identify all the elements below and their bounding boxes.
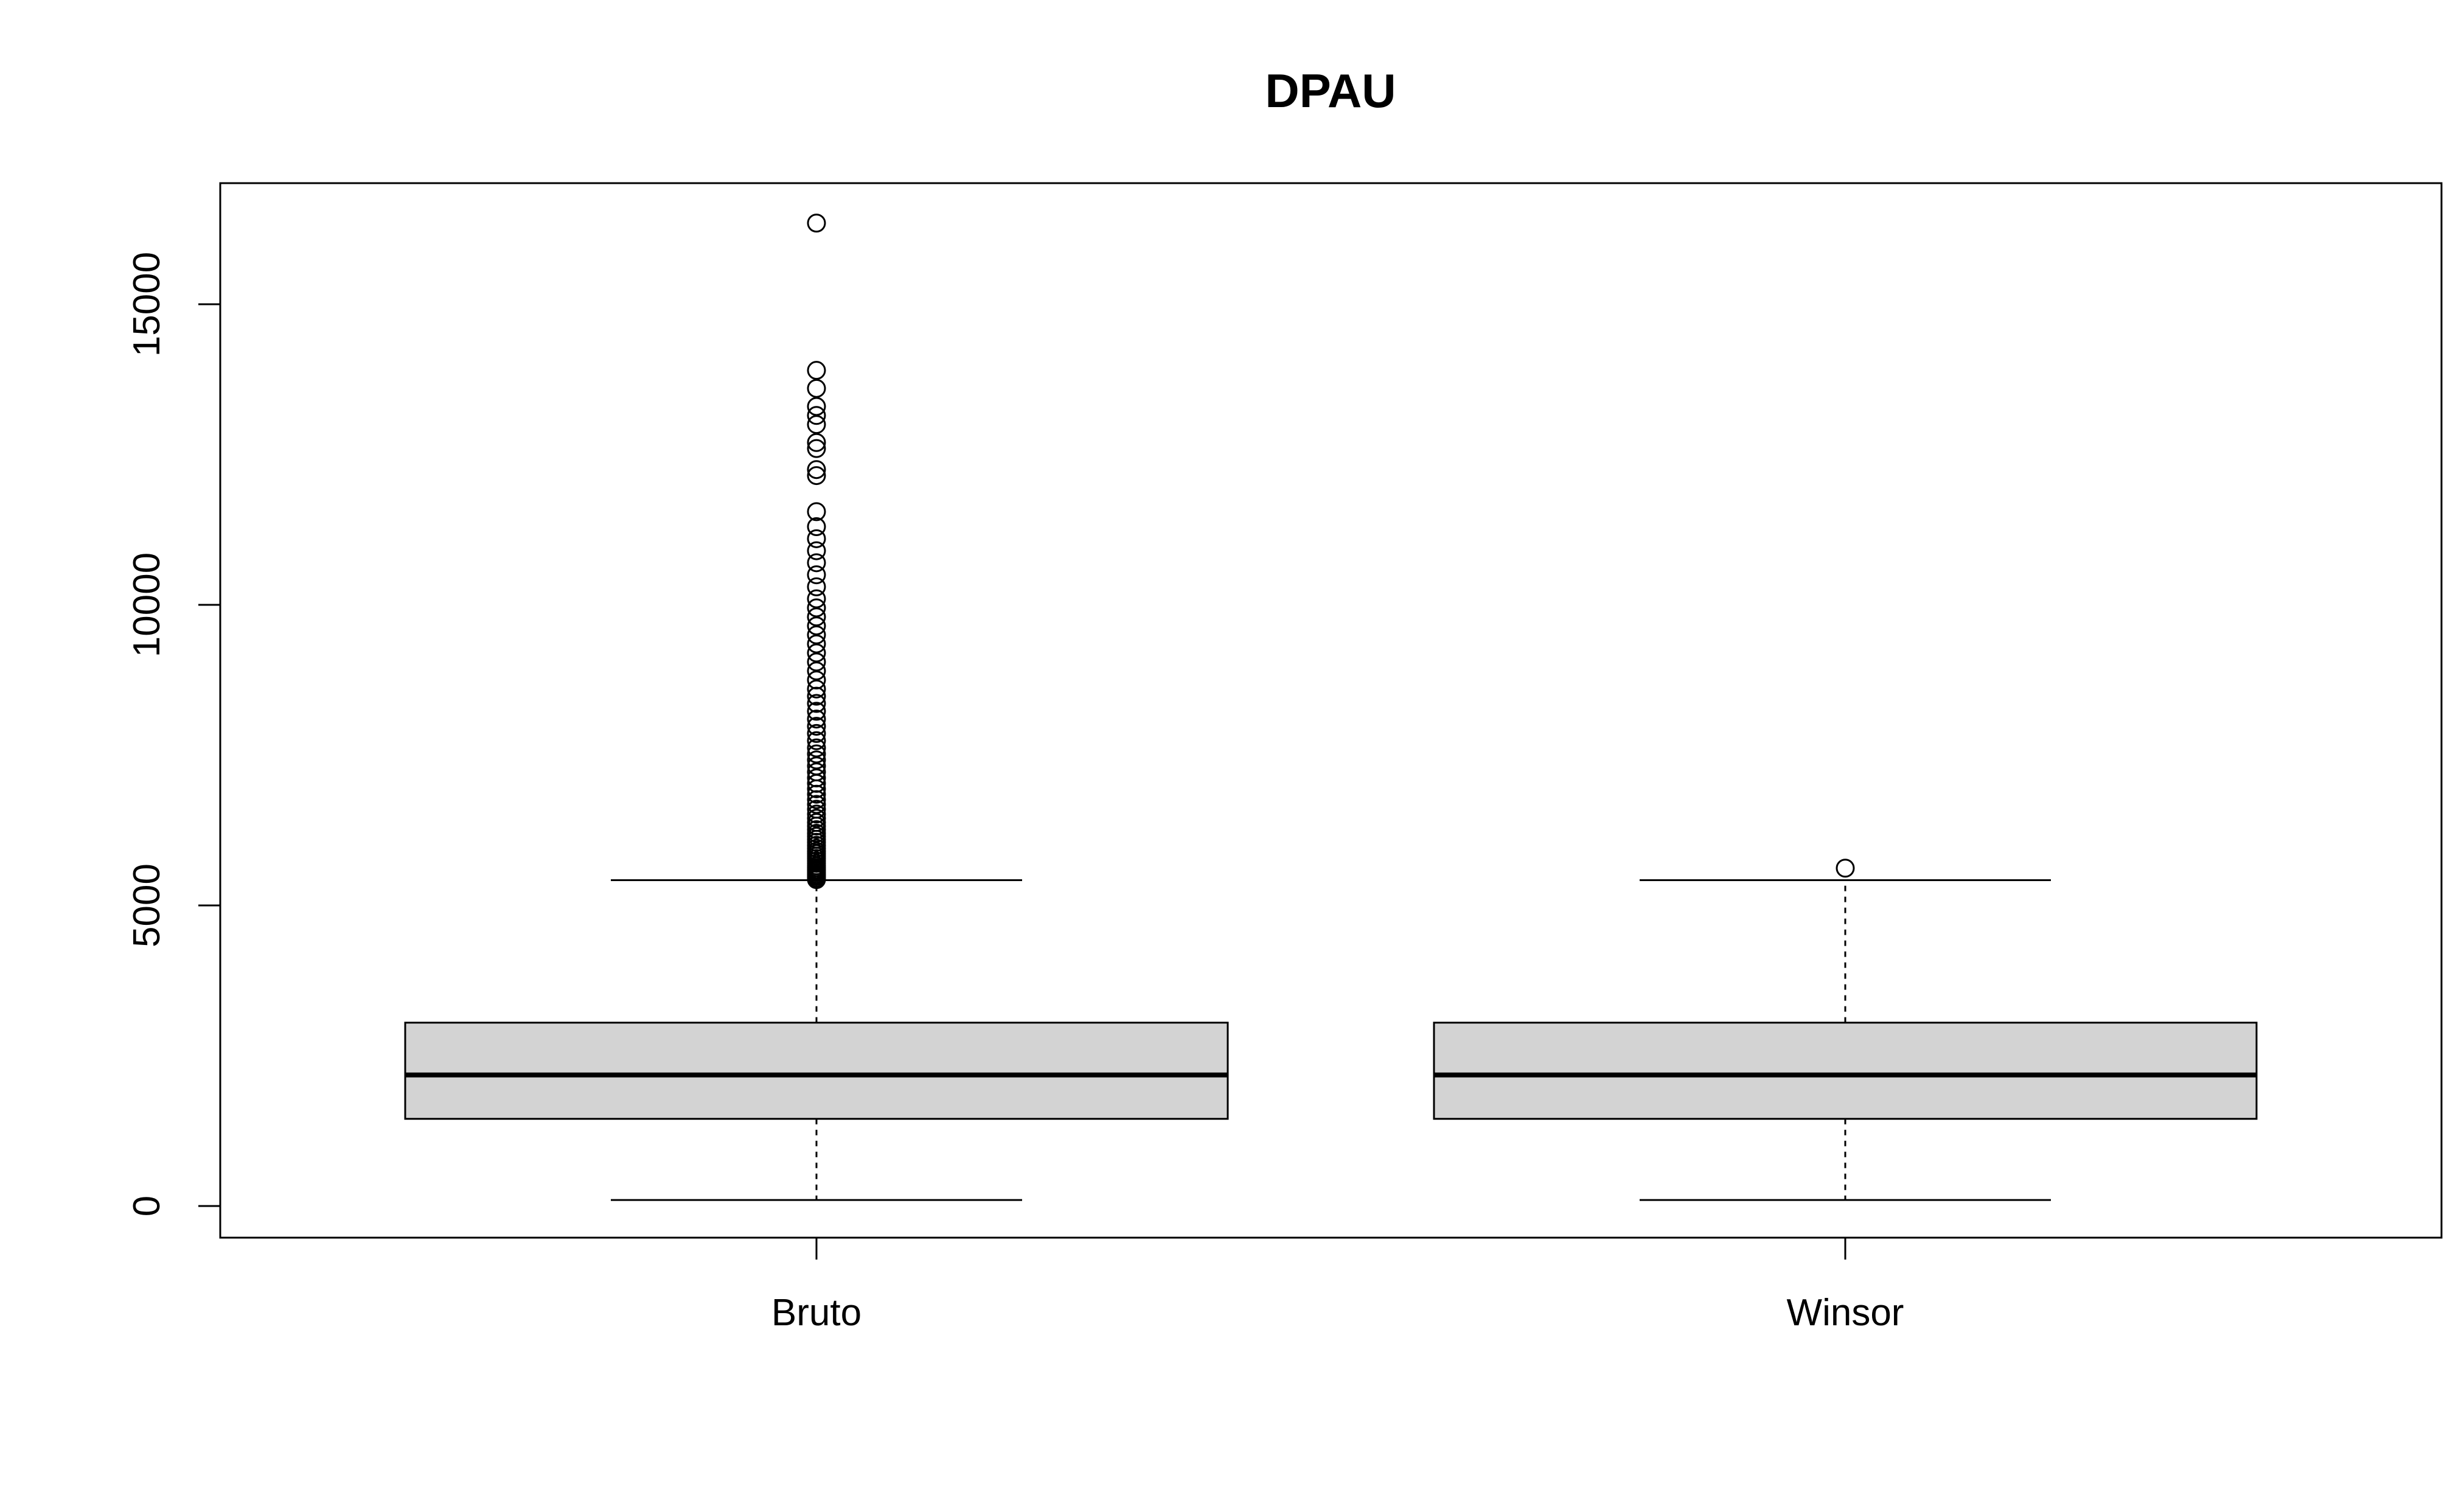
outlier-point-bruto (807, 378, 826, 398)
box-winsor (1433, 1022, 2258, 1120)
outlier-point-bruto (807, 634, 826, 654)
plot-frame (219, 182, 2443, 1239)
y-tick-label: 15000 (126, 252, 168, 357)
outlier-point-winsor (1836, 859, 1855, 878)
outlier-point-bruto (807, 625, 826, 644)
outlier-point-bruto (807, 671, 826, 689)
outlier-point-bruto (807, 769, 826, 788)
outlier-point-bruto (807, 762, 826, 782)
outlier-point-bruto (807, 679, 826, 699)
outlier-point-bruto (807, 397, 826, 416)
outlier-point-bruto (807, 738, 826, 758)
box-bruto (404, 1022, 1229, 1120)
outlier-point-bruto (807, 439, 826, 458)
outlier-point-bruto (807, 553, 826, 573)
outlier-point-bruto (807, 565, 826, 585)
outlier-point-bruto (807, 433, 826, 452)
outlier-point-bruto (807, 460, 826, 479)
outlier-point-bruto (807, 756, 826, 776)
outlier-point-bruto (807, 361, 826, 380)
outlier-point-bruto (807, 643, 826, 663)
outlier-point-bruto (807, 541, 826, 560)
x-tick-label-bruto: Bruto (771, 1292, 861, 1334)
outlier-point-bruto (807, 589, 826, 608)
outlier-point-bruto (807, 466, 826, 486)
outlier-point-bruto (807, 744, 826, 764)
outlier-point-bruto (807, 717, 826, 736)
y-tick-label: 0 (126, 1196, 168, 1216)
outlier-point-bruto (807, 214, 826, 233)
outlier-point-bruto (807, 795, 826, 814)
outlier-point-bruto (807, 709, 826, 729)
outlier-point-bruto (807, 529, 826, 548)
outlier-point-bruto (807, 694, 826, 713)
outlier-point-bruto (807, 813, 826, 832)
outlier-point-bruto (807, 723, 826, 743)
outlier-point-bruto (807, 804, 826, 824)
outlier-point-bruto (807, 406, 826, 425)
y-tick-label: 10000 (126, 553, 168, 657)
outlier-point-bruto (807, 415, 826, 434)
chart-title: DPAU (1265, 64, 1396, 117)
plot-area: 0 5000 10000 15000 Bruto Winsor (126, 182, 2443, 1334)
outlier-point-bruto (807, 800, 826, 819)
y-tick-label: 5000 (126, 863, 168, 947)
outlier-point-bruto (807, 661, 826, 681)
outlier-point-bruto (807, 577, 826, 596)
outlier-point-bruto (807, 598, 826, 618)
x-tick-label-winsor: Winsor (1787, 1292, 1904, 1334)
outlier-point-bruto (807, 809, 826, 828)
outlier-point-bruto (807, 731, 826, 750)
outlier-point-bruto (807, 750, 826, 770)
outlier-point-bruto (807, 607, 826, 627)
outlier-point-bruto (807, 616, 826, 636)
outlier-point-bruto (807, 702, 826, 721)
outlier-point-bruto (807, 517, 826, 537)
outlier-point-bruto (807, 652, 826, 672)
outlier-point-bruto (807, 502, 826, 521)
